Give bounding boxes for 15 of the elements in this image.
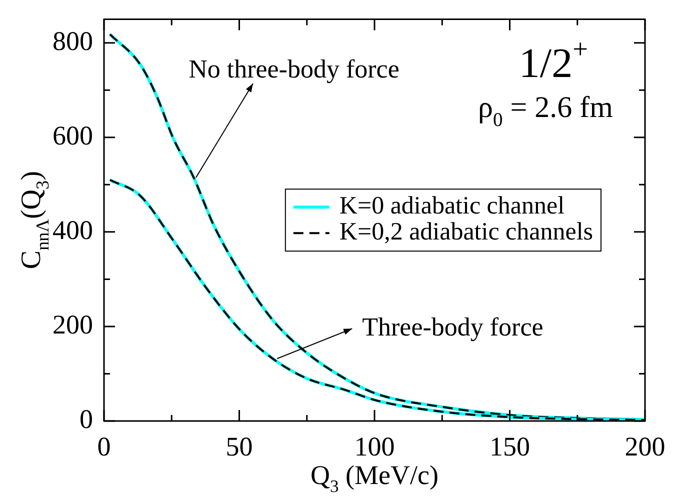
y-tick-label: 600 [52, 120, 93, 150]
x-tick-label: 150 [490, 431, 530, 462]
annotation: 1/2+ [518, 34, 588, 87]
x-tick-label: 100 [354, 431, 395, 462]
y-tick-label: 0 [80, 404, 93, 434]
annotation: No three-body force [188, 54, 400, 84]
annotation: Three-body force [362, 312, 544, 342]
x-tick-label: 50 [226, 431, 253, 462]
y-axis-title: CnnΛ(Q3) [16, 171, 52, 270]
y-tick-label: 200 [52, 310, 93, 340]
y-tick-label: 400 [52, 215, 93, 246]
x-tick-label: 200 [624, 431, 666, 462]
legend-label: K=0,2 adiabatic channels [339, 218, 594, 246]
y-tick-label: 800 [52, 26, 93, 56]
legend-label: K=0 adiabatic channel [339, 192, 565, 220]
